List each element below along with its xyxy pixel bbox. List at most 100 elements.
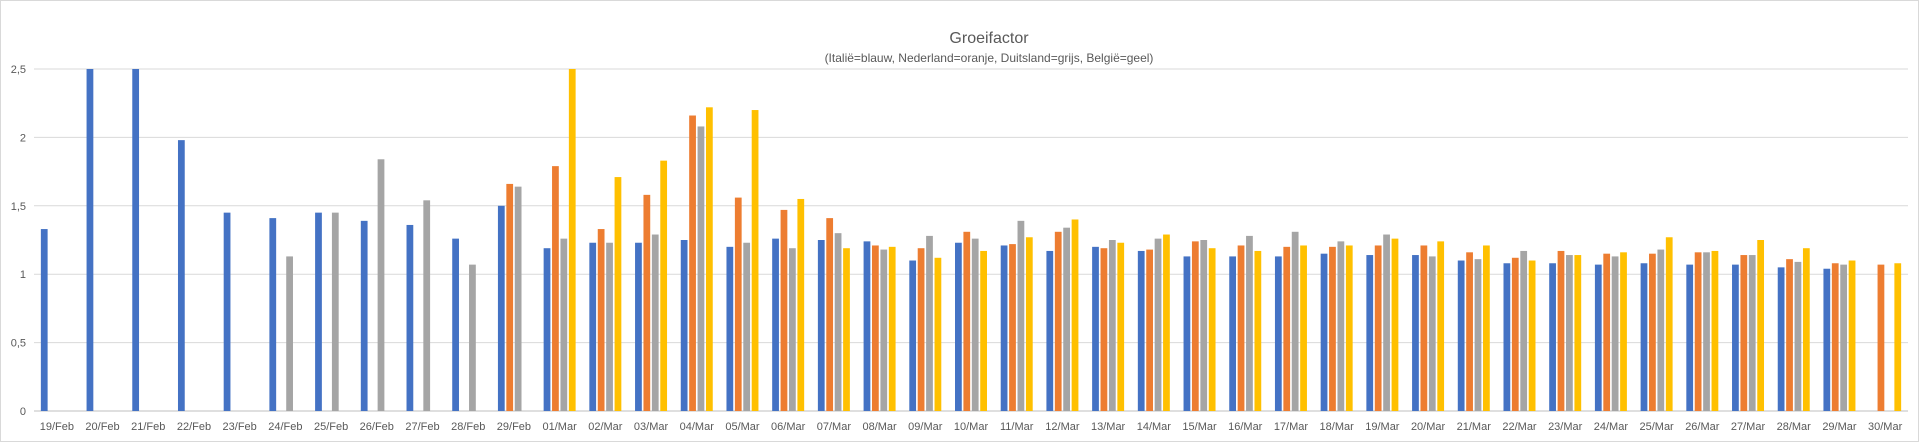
bar: [1092, 246, 1099, 411]
bar: [1154, 238, 1162, 411]
bar: [934, 257, 942, 411]
bar: [1594, 264, 1602, 411]
bar: [651, 234, 659, 411]
bar: [1732, 264, 1739, 411]
bar: [643, 194, 651, 411]
bar: [680, 240, 688, 411]
bar: [1528, 260, 1536, 411]
x-tick-label: 08/Mar: [862, 421, 897, 433]
bar: [497, 205, 505, 411]
bar: [1503, 263, 1511, 411]
bar: [1100, 248, 1108, 411]
bar: [1831, 263, 1839, 411]
bar: [1777, 267, 1785, 411]
bar: [1071, 219, 1079, 411]
bar: [1025, 237, 1033, 411]
bar: [1823, 268, 1831, 411]
bar: [909, 260, 917, 411]
bar: [1786, 259, 1793, 411]
bar: [1000, 245, 1008, 411]
x-tick-label: 03/Mar: [634, 421, 669, 433]
bar: [1017, 220, 1025, 411]
y-tick-label: 1,5: [11, 201, 26, 213]
bar: [1757, 240, 1765, 411]
bar: [726, 246, 734, 411]
bar: [1694, 252, 1702, 411]
bar: [1191, 241, 1199, 411]
bar: [705, 107, 713, 411]
x-axis-ticks: 19/Feb 20/Feb 21/Feb 22/Feb 23/Feb 24/Feb 25/F…: [40, 421, 1903, 433]
bar: [606, 242, 613, 411]
x-tick-label: 27/Mar: [1731, 421, 1766, 433]
bar: [1574, 255, 1582, 411]
y-tick-label: 0: [20, 406, 26, 418]
bar: [269, 218, 277, 411]
bar: [1291, 231, 1299, 411]
bar: [1840, 264, 1848, 411]
bar: [1063, 227, 1071, 411]
x-tick-label: 19/Feb: [40, 421, 74, 433]
bar: [1657, 249, 1665, 411]
bar: [980, 250, 987, 411]
x-tick-label: 07/Mar: [817, 421, 852, 433]
bar: [406, 224, 414, 411]
bar: [506, 183, 514, 411]
bar: [360, 220, 368, 411]
chart-subtitle: (Italië=blauw, Nederland=oranje, Duitsla…: [825, 51, 1154, 65]
bar: [286, 256, 293, 411]
bar: [1665, 237, 1673, 411]
x-tick-label: 28/Feb: [451, 421, 485, 433]
x-tick-label: 24/Mar: [1594, 421, 1629, 433]
bar: [1137, 250, 1145, 411]
bar: [560, 238, 568, 411]
chart-title: Groeifactor: [949, 30, 1029, 47]
x-tick-label: 12/Mar: [1045, 421, 1080, 433]
x-tick-label: 14/Mar: [1137, 421, 1172, 433]
bar: [1412, 255, 1419, 411]
bar: [1108, 240, 1116, 411]
bar: [552, 166, 559, 411]
bar: [926, 235, 933, 411]
bar: [917, 248, 925, 411]
bar: [543, 248, 551, 411]
x-tick-label: 13/Mar: [1091, 421, 1126, 433]
bar: [788, 248, 796, 411]
bar: [797, 198, 805, 411]
bar: [1300, 245, 1307, 411]
bar: [469, 264, 476, 411]
bar: [772, 238, 779, 411]
x-tick-label: 05/Mar: [725, 421, 760, 433]
bar: [834, 233, 842, 411]
bar: [1703, 252, 1710, 411]
bar: [1748, 255, 1756, 411]
bars: [40, 69, 1902, 412]
bar: [177, 140, 185, 412]
bar: [1603, 253, 1611, 411]
bar: [568, 69, 576, 411]
x-tick-label: 11/Mar: [1000, 421, 1034, 433]
bar: [863, 241, 871, 411]
bar: [751, 110, 759, 411]
bar: [1848, 260, 1856, 411]
bar: [1366, 255, 1374, 411]
bar: [331, 212, 339, 411]
x-tick-label: 21/Mar: [1457, 421, 1492, 433]
bar: [1794, 261, 1802, 411]
bar: [223, 212, 231, 411]
bar: [1337, 241, 1345, 411]
bar: [1200, 240, 1208, 411]
x-tick-label: 28/Mar: [1777, 421, 1812, 433]
y-axis-ticks: 0 0,5 1 1,5 2 2,5: [11, 64, 26, 418]
bar: [1611, 256, 1619, 411]
x-tick-label: 20/Mar: [1411, 421, 1446, 433]
x-tick-label: 29/Feb: [497, 421, 531, 433]
x-tick-label: 23/Feb: [223, 421, 257, 433]
x-tick-label: 26/Mar: [1685, 421, 1720, 433]
bar: [817, 240, 825, 411]
bar: [1437, 241, 1445, 411]
bar: [1483, 245, 1490, 411]
bar: [40, 229, 48, 411]
x-tick-label: 16/Mar: [1228, 421, 1263, 433]
bar: [86, 69, 94, 411]
